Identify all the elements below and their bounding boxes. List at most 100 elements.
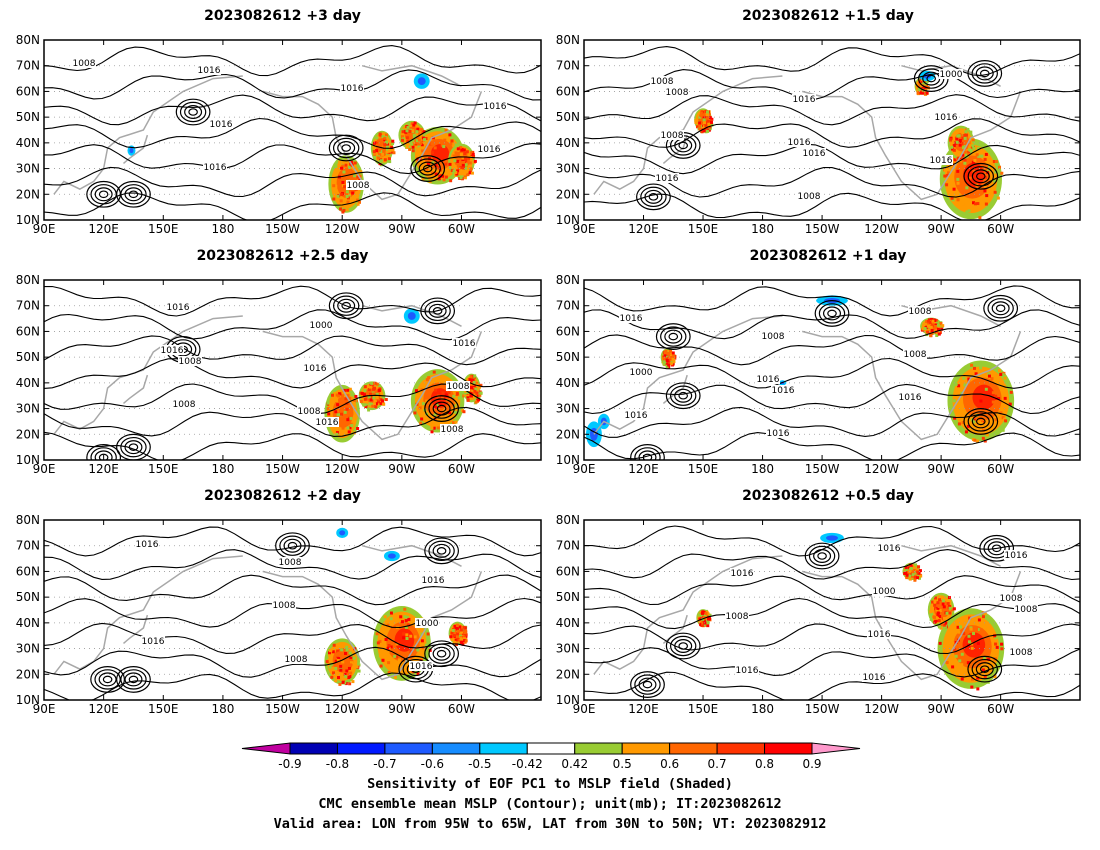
sensitivity-speckle [705,110,709,114]
x-tick-label: 180 [211,702,234,716]
contour-label-bg [898,392,922,402]
sensitivity-speckle [979,399,983,403]
sensitivity-speckle [368,402,372,406]
contour-label-bg [999,593,1023,603]
x-tick-label: 150E [148,462,179,476]
sensitivity-speckle [430,171,434,175]
pressure-center-contour [337,298,356,313]
sensitivity-speckle [477,398,481,402]
sensitivity-speckle [462,160,466,164]
contour-label-bg [650,76,674,86]
x-tick-label: 60W [987,222,1014,236]
sensitivity-speckle [334,164,338,168]
sensitivity-speckle [386,145,390,149]
sensitivity-speckle [922,91,926,95]
pressure-center-contour [979,534,1015,562]
contour-label-bg [802,148,826,158]
pressure-center-contour [967,655,1003,683]
colorbar-segment [764,742,813,755]
pressure-center-contour [128,443,139,451]
sensitivity-speckle [460,640,464,644]
sensitivity-speckle [347,670,351,674]
sensitivity-speckle [420,383,424,387]
contour-label-bg [1009,647,1033,657]
coastline [593,315,783,435]
sensitivity-speckle [671,351,675,355]
contour-label-bg [771,385,795,395]
sensitivity-speckle [430,142,434,146]
sensitivity-speckle [414,141,418,145]
sensitivity-speckle [444,133,448,137]
sensitivity-speckle [930,329,934,333]
x-tick-label: 90E [33,222,56,236]
sensitivity-speckle [384,638,388,642]
sensitivity-speckle [953,158,957,162]
pressure-center-contour [971,169,990,184]
isobar-contour [44,622,541,654]
y-tick-label: 10N [556,213,580,227]
sensitivity-speckle [929,610,933,614]
sensitivity-speckle [334,679,338,683]
sensitivity-speckle [381,658,385,662]
sensitivity-speckle [378,160,382,164]
sensitivity-speckle [969,148,973,152]
contour-label-bg [929,155,953,165]
sensitivity-negative-core [826,535,838,541]
pressure-center-contour [436,649,447,658]
sensitivity-speckle [663,354,667,358]
sensitivity-speckle [363,397,367,401]
sensitivity-speckle [926,330,930,334]
sensitivity-speckle [922,79,926,83]
sensitivity-speckle [405,615,409,619]
sensitivity-speckle [415,160,419,164]
isobar-contour [584,357,1080,389]
sensitivity-speckle [996,196,1000,200]
sensitivity-speckle [1000,642,1004,646]
pressure-center-contour [124,440,143,455]
sensitivity-speckle [411,149,415,153]
sensitivity-speckle [327,412,331,416]
pressure-center-contour [665,382,701,410]
sensitivity-speckle [969,130,973,134]
colorbar-tick-label: 0.8 [755,757,774,771]
colorbar-segment [289,742,338,755]
colorbar-tick-label: 0.42 [561,757,588,771]
sensitivity-speckle [997,397,1001,401]
sensitivity-speckle [700,624,704,628]
sensitivity-speckle [994,636,998,640]
sensitivity-speckle [388,149,392,153]
sensitivity-speckle [346,426,350,430]
contour-label: 1016 [878,544,901,554]
sensitivity-speckle [698,127,702,131]
sensitivity-speckle [332,643,336,647]
pressure-center-contour [410,155,446,182]
sensitivity-speckle [466,396,470,400]
sensitivity-speckle [391,139,395,143]
sensitivity-speckle [348,387,352,391]
sensitivity-speckle [420,143,424,147]
sensitivity-speckle [367,408,371,412]
contour-label-bg [797,191,821,201]
sensitivity-speckle [454,420,458,424]
contour-label-bg [756,374,780,384]
sensitivity-speckle [706,129,710,133]
contour-label-bg [72,58,96,68]
panel-frame [43,519,542,701]
sensitivity-speckle [923,87,927,91]
sensitivity-speckle [905,576,909,580]
sensitivity-speckle [662,362,666,366]
coastline [123,614,149,644]
sensitivity-speckle [937,625,941,629]
sensitivity-speckle [334,410,338,414]
sensitivity-speckle [929,617,933,621]
sensitivity-speckle [704,130,708,134]
sensitivity-speckle [382,402,386,406]
coastline [123,134,149,164]
sensitivity-speckle [702,623,706,627]
sensitivity-speckle [355,665,359,669]
pressure-center-contour [436,404,447,413]
pressure-center-contour [636,183,671,211]
panel-title: 2023082612 +2 day [204,488,361,504]
colorbar-segment [716,742,766,755]
sensitivity-speckle [941,324,945,328]
